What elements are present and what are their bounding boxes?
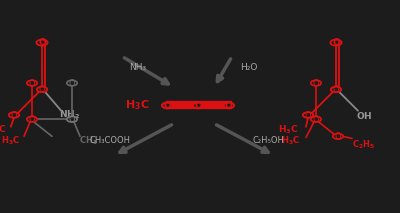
Circle shape (330, 40, 342, 46)
Text: O: O (69, 79, 75, 88)
Circle shape (67, 80, 77, 86)
Text: O: O (335, 132, 341, 141)
Text: $\mathbf{H_3C}$: $\mathbf{H_3C}$ (0, 124, 6, 136)
Text: O: O (332, 38, 340, 47)
Circle shape (311, 80, 321, 86)
Text: O: O (69, 115, 75, 124)
Text: O: O (313, 79, 319, 88)
Circle shape (224, 103, 234, 108)
Text: $\mathbf{H_3C}$: $\mathbf{H_3C}$ (278, 124, 298, 136)
Text: H₂O: H₂O (240, 63, 258, 72)
Text: $\mathbf{OH}$: $\mathbf{OH}$ (356, 109, 372, 121)
Text: $\mathbf{H_3C}$: $\mathbf{H_3C}$ (0, 134, 20, 147)
Text: C₂H₅OH: C₂H₅OH (253, 136, 285, 145)
Circle shape (303, 112, 313, 118)
Text: O: O (29, 79, 35, 88)
Text: O: O (39, 85, 45, 94)
Circle shape (37, 87, 47, 92)
Text: $\mathbf{NH_2}$: $\mathbf{NH_2}$ (60, 109, 80, 121)
Circle shape (331, 87, 341, 92)
Circle shape (27, 80, 37, 86)
Circle shape (9, 112, 19, 118)
Text: NH₃: NH₃ (130, 63, 146, 72)
Text: O: O (313, 115, 319, 124)
Circle shape (67, 117, 77, 122)
Text: O: O (194, 101, 202, 110)
Text: $\mathbf{H_3C}$: $\mathbf{H_3C}$ (280, 134, 300, 147)
Text: $\mathbf{C_2H_5}$: $\mathbf{C_2H_5}$ (352, 139, 376, 151)
Text: $\mathbf{CH_3}$: $\mathbf{CH_3}$ (78, 134, 98, 147)
Circle shape (27, 117, 37, 122)
Text: O: O (333, 85, 339, 94)
Circle shape (193, 103, 203, 108)
Text: O: O (11, 111, 17, 119)
Circle shape (36, 40, 48, 46)
Text: CH₃COOH: CH₃COOH (90, 136, 130, 145)
Text: O: O (163, 101, 171, 110)
Text: O: O (38, 38, 46, 47)
Text: O: O (305, 111, 311, 119)
Text: O: O (29, 115, 35, 124)
Circle shape (333, 134, 343, 139)
Circle shape (162, 103, 172, 108)
Text: O: O (225, 101, 233, 110)
Circle shape (311, 117, 321, 122)
Text: $\mathbf{H_3C}$: $\mathbf{H_3C}$ (125, 99, 149, 112)
